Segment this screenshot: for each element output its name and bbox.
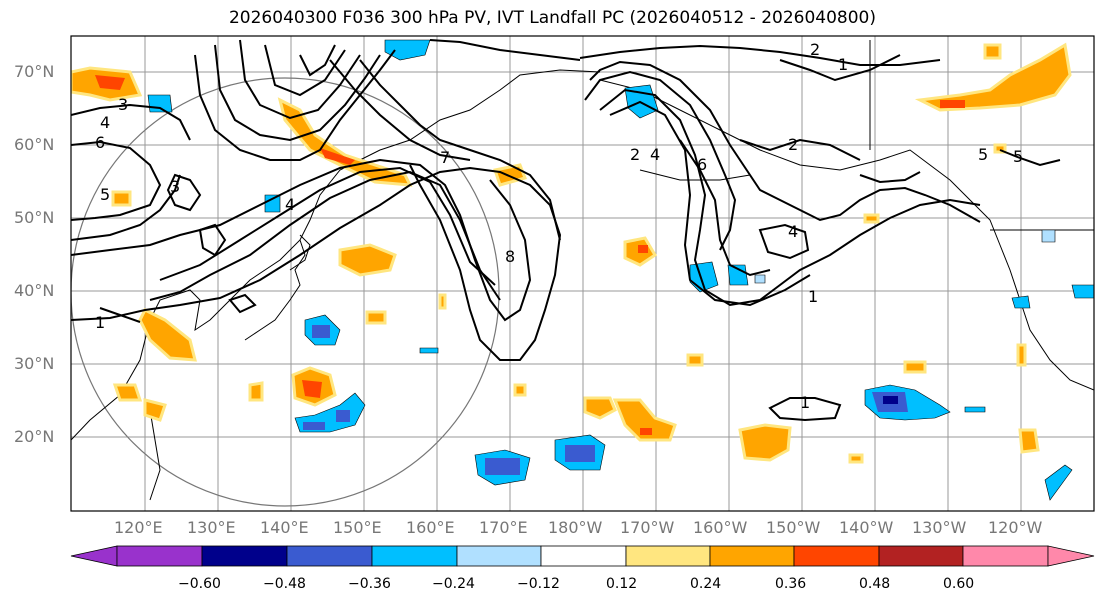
coastlines (71, 40, 1094, 501)
colorbar-tick: −0.48 (263, 576, 306, 592)
lat-label: 30°N (14, 354, 55, 373)
colorbar-tick: −0.60 (178, 576, 221, 592)
map-frame (70, 35, 1095, 512)
colorbar-tick: −0.12 (517, 576, 560, 592)
lon-label: 170°W (620, 518, 675, 537)
colorbar-tick: 0.12 (606, 576, 638, 592)
colorbar-tick: −0.36 (348, 576, 391, 592)
ivt-negative-shading (147, 39, 1094, 501)
contour-label: 1 (95, 313, 105, 332)
lon-label: 150°E (333, 518, 382, 537)
contour-label: 4 (650, 145, 660, 164)
lon-label: 130°W (912, 518, 967, 537)
lon-label: 140°W (839, 518, 894, 537)
lon-label: 160°E (406, 518, 455, 537)
lon-label: 150°W (766, 518, 821, 537)
contour-label: 1 (808, 287, 818, 306)
colorbar-tick: 0.48 (859, 576, 891, 592)
landfall-radius-circle (71, 77, 500, 507)
contour-label: 5 (978, 145, 988, 164)
contour-label: 8 (505, 247, 515, 266)
contour-label: 3 (118, 95, 128, 114)
contour-label: 2 (810, 40, 820, 59)
lat-label: 60°N (14, 135, 55, 154)
lon-label: 140°E (260, 518, 309, 537)
pv-contours (71, 39, 1061, 422)
colorbar-extend-low (70, 545, 118, 567)
colorbar-tick: 0.36 (775, 576, 807, 592)
contour-label: 1 (800, 393, 810, 412)
lat-label: 70°N (14, 62, 55, 81)
lon-label: 120°E (114, 518, 163, 537)
contour-label: 4 (285, 195, 295, 214)
lon-label: 120°W (988, 518, 1043, 537)
contour-label: 3 (170, 177, 180, 196)
colorbar-tick: 0.24 (690, 576, 722, 592)
lon-label: 180°W (548, 518, 603, 537)
contour-label: 1 (838, 55, 848, 74)
contour-label: 6 (95, 133, 105, 152)
lon-label: 170°E (479, 518, 528, 537)
colorbar-extend-high (1047, 545, 1095, 567)
contour-label: 2 (788, 135, 798, 154)
lon-label: 130°E (187, 518, 236, 537)
colorbar-tick: −0.24 (432, 576, 475, 592)
lat-label: 50°N (14, 208, 55, 227)
contour-label: 4 (788, 222, 798, 241)
contour-label: 6 (697, 155, 707, 174)
contour-label: 5 (1013, 147, 1023, 166)
lat-label: 20°N (14, 427, 55, 446)
colorbar-tick: 0.60 (943, 576, 975, 592)
map-title: 2026040300 F036 300 hPa PV, IVT Landfall… (228, 8, 876, 28)
contour-label: 2 (630, 145, 640, 164)
contour-label: 7 (440, 148, 450, 167)
contour-label: 4 (100, 113, 110, 132)
contour-label: 5 (100, 185, 110, 204)
contour-labels: 1 2 3 4 5 6 7 8 1 2 4 6 4 1 2 5 5 4 1 3 (95, 40, 1023, 412)
colorbar (70, 545, 1095, 567)
lat-label: 40°N (14, 281, 55, 300)
lon-label: 160°W (693, 518, 748, 537)
